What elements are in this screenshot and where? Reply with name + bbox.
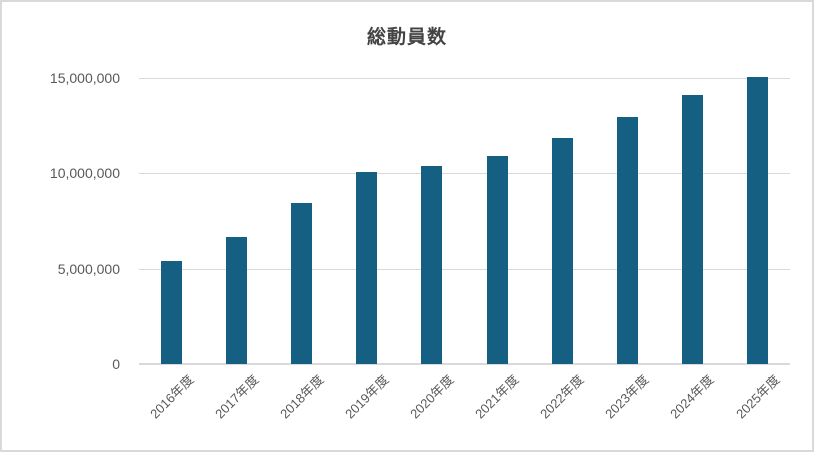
x-axis-tick-label: 2016年度 bbox=[146, 372, 197, 422]
bar-2017年度 bbox=[226, 237, 248, 364]
bar-2021年度 bbox=[486, 156, 508, 364]
bar-2020年度 bbox=[421, 165, 443, 364]
bar-2018年度 bbox=[291, 202, 313, 364]
y-gridline bbox=[139, 78, 790, 79]
y-gridline bbox=[139, 268, 790, 270]
x-axis-tick-label: 2019年度 bbox=[342, 372, 392, 422]
x-axis-tick-label: 2023年度 bbox=[602, 372, 652, 422]
y-gridline bbox=[139, 173, 790, 175]
x-axis-tick-label: 2020年度 bbox=[407, 372, 457, 422]
x-axis-line bbox=[139, 363, 790, 365]
bar-2024年度 bbox=[681, 95, 703, 364]
bar-2019年度 bbox=[356, 172, 378, 364]
bar-2023年度 bbox=[616, 117, 638, 364]
x-axis-tick-label: 2022年度 bbox=[537, 372, 587, 422]
bar-2016年度 bbox=[161, 261, 183, 364]
x-axis-tick-label: 2017年度 bbox=[211, 372, 262, 422]
bar-2022年度 bbox=[551, 138, 573, 364]
x-axis-tick-label: 2024年度 bbox=[667, 372, 717, 422]
chart-title: 総動員数 bbox=[366, 27, 447, 48]
y-axis-tick-label: 15,000,000 bbox=[49, 70, 120, 86]
x-axis-tick-label: 2021年度 bbox=[472, 372, 522, 422]
y-axis-tick-label: 5,000,000 bbox=[57, 260, 120, 277]
y-axis-tick-label: 0 bbox=[112, 356, 120, 372]
x-axis-tick-label: 2025年度 bbox=[732, 372, 783, 422]
x-axis-tick-label: 2018年度 bbox=[276, 372, 327, 422]
y-axis-tick-label: 10,000,000 bbox=[49, 165, 120, 182]
bar-2025年度 bbox=[746, 77, 768, 364]
